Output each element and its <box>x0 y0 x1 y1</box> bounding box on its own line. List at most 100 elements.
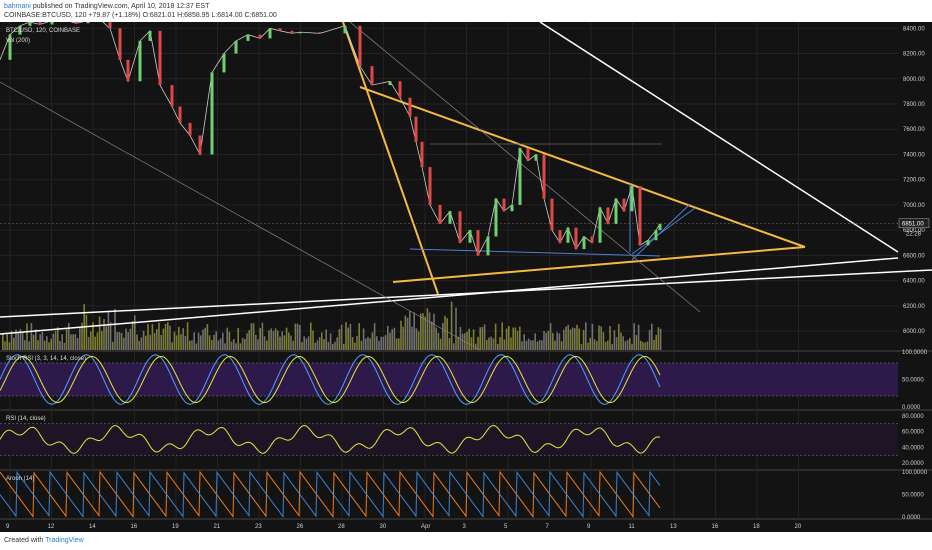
volume-bar <box>24 340 26 350</box>
price-tick-label: 7200.00 <box>903 178 925 184</box>
volume-bar <box>657 327 660 350</box>
footer: Created with TradingView <box>0 532 932 550</box>
volume-bar <box>637 324 640 350</box>
volume-bar <box>316 340 319 350</box>
candle <box>343 25 347 34</box>
volume-bar <box>514 327 517 350</box>
volume-bar <box>217 340 220 350</box>
volume-bar <box>211 340 213 350</box>
volume-bar <box>631 343 633 350</box>
volume-bar <box>402 326 404 350</box>
time-tick-label: 28 <box>338 524 345 530</box>
volume-bar <box>136 334 138 350</box>
time-axis: 9 12 14 16 19 21 23 26 28 30 Apr 3 5 7 9 11 13 16 18 20 <box>6 524 802 530</box>
time-tick-label: Apr <box>421 524 430 530</box>
volume-bar <box>299 324 301 350</box>
candle <box>118 28 122 60</box>
volume-bar <box>365 338 367 350</box>
volume-bar <box>226 327 228 350</box>
volume-bar <box>79 327 81 350</box>
triangle-top-edge <box>359 86 806 248</box>
volume-bar <box>13 337 15 350</box>
volume-bar <box>131 320 134 350</box>
volume-bar <box>92 322 94 350</box>
volume-bar <box>261 322 264 350</box>
volume-bar <box>41 331 44 350</box>
candle <box>534 154 538 161</box>
volume-bar <box>466 331 468 350</box>
volume-bar <box>505 328 508 350</box>
time-tick-label: 7 <box>546 524 550 530</box>
volume-bar <box>615 337 618 350</box>
candle <box>222 53 226 73</box>
candle <box>658 223 662 231</box>
author-link[interactable]: bahmani <box>4 3 31 10</box>
volume-bar <box>653 339 655 350</box>
candle <box>448 211 452 224</box>
volume-bar <box>455 307 457 350</box>
price-tick-label: 6000.00 <box>903 329 925 335</box>
volume-bar <box>338 329 341 350</box>
volume-bar <box>358 323 360 350</box>
white-trendline-mid <box>0 269 932 318</box>
chart-svg[interactable]: 8400.00 8200.00 8000.00 7800.00 7600.00 7400.… <box>0 19 932 532</box>
volume-bar <box>532 340 534 350</box>
volume-bar <box>259 328 261 350</box>
candle <box>158 30 162 86</box>
time-tick-label: 26 <box>297 524 304 530</box>
candle <box>646 240 650 246</box>
volume-bar <box>483 324 486 350</box>
volume-bar <box>301 342 303 350</box>
volume-bar <box>237 327 239 350</box>
price-tick-label: 7400.00 <box>903 152 925 158</box>
volume-bar <box>536 341 539 350</box>
volume-bar <box>257 339 259 350</box>
price-line <box>0 19 661 257</box>
candle <box>298 32 302 34</box>
volume-bar <box>409 311 411 350</box>
rsi-band <box>0 423 898 456</box>
candle <box>486 236 490 256</box>
volume-bar <box>149 334 151 350</box>
volume-bar <box>70 334 72 350</box>
volume-bar <box>118 331 121 350</box>
volume-bar <box>602 332 605 350</box>
volume-bar <box>268 330 270 350</box>
volume-bar <box>164 323 167 350</box>
time-tick-label: 5 <box>504 524 508 530</box>
volume-bar <box>415 328 418 350</box>
triangle-left-edge <box>342 21 439 295</box>
change-text: +79.87 (+1.18%) <box>88 12 141 19</box>
volume-bar <box>556 332 558 350</box>
candle <box>542 154 546 199</box>
candle <box>408 97 412 117</box>
publish-text: published on TradingView.com, April 10, … <box>32 3 210 10</box>
publish-info: bahmani published on TradingView.com, Ap… <box>4 3 209 10</box>
rsi-tick-label: 80.0000 <box>902 414 924 420</box>
volume-bar <box>17 333 19 350</box>
volume-bar <box>600 326 602 350</box>
candle <box>148 30 152 41</box>
volume-bar <box>206 324 209 350</box>
time-tick-label: 30 <box>380 524 387 530</box>
time-tick-label: 14 <box>89 524 96 530</box>
volume-bar <box>492 338 495 350</box>
aroon-label: Aroon (14) <box>6 476 34 482</box>
volume-bar <box>400 320 402 350</box>
volume-bar <box>393 327 396 350</box>
chart-area[interactable]: 8400.00 8200.00 8000.00 7800.00 7600.00 7400.… <box>0 19 932 532</box>
volume-bar <box>503 339 506 350</box>
volume-bar <box>160 334 162 350</box>
volume-bar <box>250 323 253 350</box>
volume-bar <box>644 342 646 350</box>
volume-bar <box>560 341 563 350</box>
volume-bar <box>450 301 453 350</box>
candle <box>126 59 130 82</box>
volume-bar <box>61 334 63 350</box>
volume-bar <box>508 326 510 350</box>
symbol-label: BTC/USD, 120, COINBASE <box>6 28 80 34</box>
volume-bar <box>43 340 46 350</box>
time-tick-label: 18 <box>753 524 760 530</box>
tradingview-logo-text[interactable]: TradingView <box>45 537 84 544</box>
volume-bar <box>19 329 22 350</box>
